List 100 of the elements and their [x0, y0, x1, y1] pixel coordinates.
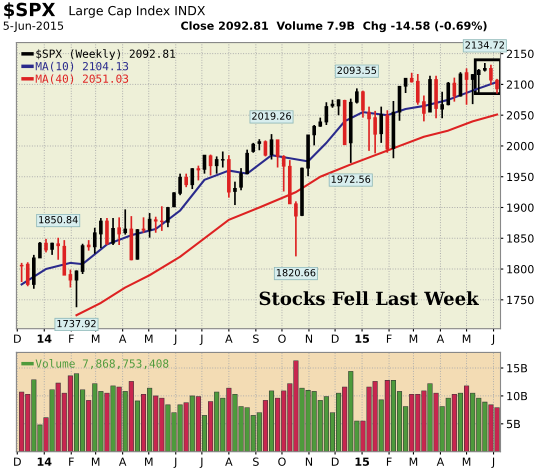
candlestick [142, 216, 146, 234]
candlestick [123, 208, 128, 236]
candlestick [361, 90, 365, 118]
candlestick [160, 205, 164, 232]
x-tick-label: 14 [38, 334, 52, 343]
x-tick-label: D [14, 458, 21, 466]
candlestick [86, 239, 90, 252]
y-tick-label: 2150 [506, 50, 534, 58]
candlestick [440, 90, 444, 120]
x-tick-label: M [92, 334, 100, 343]
chart-subtitle: Large Cap Index INDX [70, 6, 206, 18]
candlestick [190, 167, 194, 190]
x-tick-label: J [491, 458, 494, 468]
x-tick-label: S [253, 457, 259, 466]
legend-label: Volume 7,868,753,408 [36, 359, 168, 370]
candlestick [148, 212, 152, 238]
legend-label: $SPX (Weekly) 2092.81 [36, 49, 176, 60]
x-tick-label: 15 [356, 458, 370, 466]
text: 5-Jun-2015 [4, 21, 64, 32]
y-tick-label: 1800 [507, 265, 534, 274]
y-tick-label: 2100 [506, 80, 534, 89]
x-tick-label: M [410, 458, 418, 466]
candlestick [154, 216, 158, 234]
candlestick [196, 164, 200, 182]
candlestick [276, 138, 280, 168]
candlestick [416, 73, 420, 106]
x-tick-label: M [462, 458, 470, 466]
candlestick [318, 116, 322, 128]
candlestick [214, 156, 218, 174]
x-tick-label: M [92, 458, 100, 466]
candlestick [336, 98, 340, 116]
y-tick-label: 1850 [507, 234, 534, 243]
x-tick-label: F [69, 334, 74, 343]
annotation: 2134.72 [465, 41, 504, 49]
candlestick [208, 154, 212, 176]
candlestick [239, 167, 243, 192]
x-tick-label: J [200, 458, 202, 468]
candlestick [452, 76, 456, 102]
x-tick-label: F [386, 458, 392, 466]
x-tick-label: 15 [356, 334, 370, 343]
candlestick [68, 268, 72, 288]
candlestick [489, 64, 493, 86]
candlestick [264, 140, 268, 158]
candlestick [294, 200, 298, 258]
x-tick-label: M [145, 458, 152, 466]
y-tick-label: 1900 [507, 203, 534, 212]
x-tick-label: J [174, 334, 176, 345]
candlestick [270, 133, 274, 160]
x-tick-label: O [278, 334, 286, 343]
annotation: 2093.55 [337, 66, 376, 74]
candlestick [422, 94, 426, 122]
candlestick [172, 191, 176, 208]
legend-label: MA(40) 2051.03 [36, 74, 128, 84]
candlestick [355, 88, 359, 104]
candlestick [312, 124, 316, 146]
y-tick-label: 15B [507, 364, 528, 372]
y-tick-label: 5B [506, 420, 520, 428]
x-tick-label: D [332, 458, 339, 466]
candlestick [105, 217, 109, 246]
y-tick-label: 2000 [506, 142, 534, 150]
candlestick [166, 206, 170, 228]
y-tick-label: 10B [507, 392, 528, 400]
candlestick [56, 236, 60, 261]
annotation: 1737.92 [57, 320, 96, 328]
x-tick-label: A [225, 458, 233, 466]
candlestick [99, 217, 103, 249]
chart-title: $SPX [4, 2, 56, 19]
x-tick-label: J [491, 334, 494, 345]
candlestick [20, 262, 24, 283]
x-tick-label: J [200, 334, 202, 345]
candlestick [464, 68, 468, 106]
candlestick [26, 261, 30, 288]
candlestick [233, 180, 237, 206]
y-tick-label: 2050 [506, 111, 534, 120]
x-tick-label: J [174, 458, 176, 468]
x-tick-label: M [462, 334, 470, 343]
candlestick [251, 142, 256, 154]
y-tick-label: 1950 [507, 172, 534, 182]
x-tick-label: M [145, 334, 152, 343]
candlestick [245, 148, 249, 174]
candlestick [446, 81, 450, 106]
candlestick [74, 269, 78, 308]
candlestick [50, 242, 54, 256]
candlestick [495, 78, 499, 94]
candlestick [404, 77, 408, 94]
candlestick [202, 154, 206, 174]
x-tick-label: A [225, 334, 233, 343]
annotation: Stocks Fell Last Week [260, 291, 479, 306]
x-tick-label: O [278, 457, 286, 466]
candlestick [258, 138, 262, 152]
x-tick-label: A [118, 458, 126, 466]
candlestick [379, 106, 384, 144]
candlestick [324, 101, 328, 126]
x-tick-label: F [386, 334, 392, 343]
x-tick-label: N [306, 458, 312, 466]
candlestick [117, 216, 121, 246]
annotation: 2019.26 [252, 112, 292, 120]
candlestick [178, 172, 182, 196]
candlestick [220, 150, 225, 168]
x-tick-label: N [306, 334, 312, 343]
